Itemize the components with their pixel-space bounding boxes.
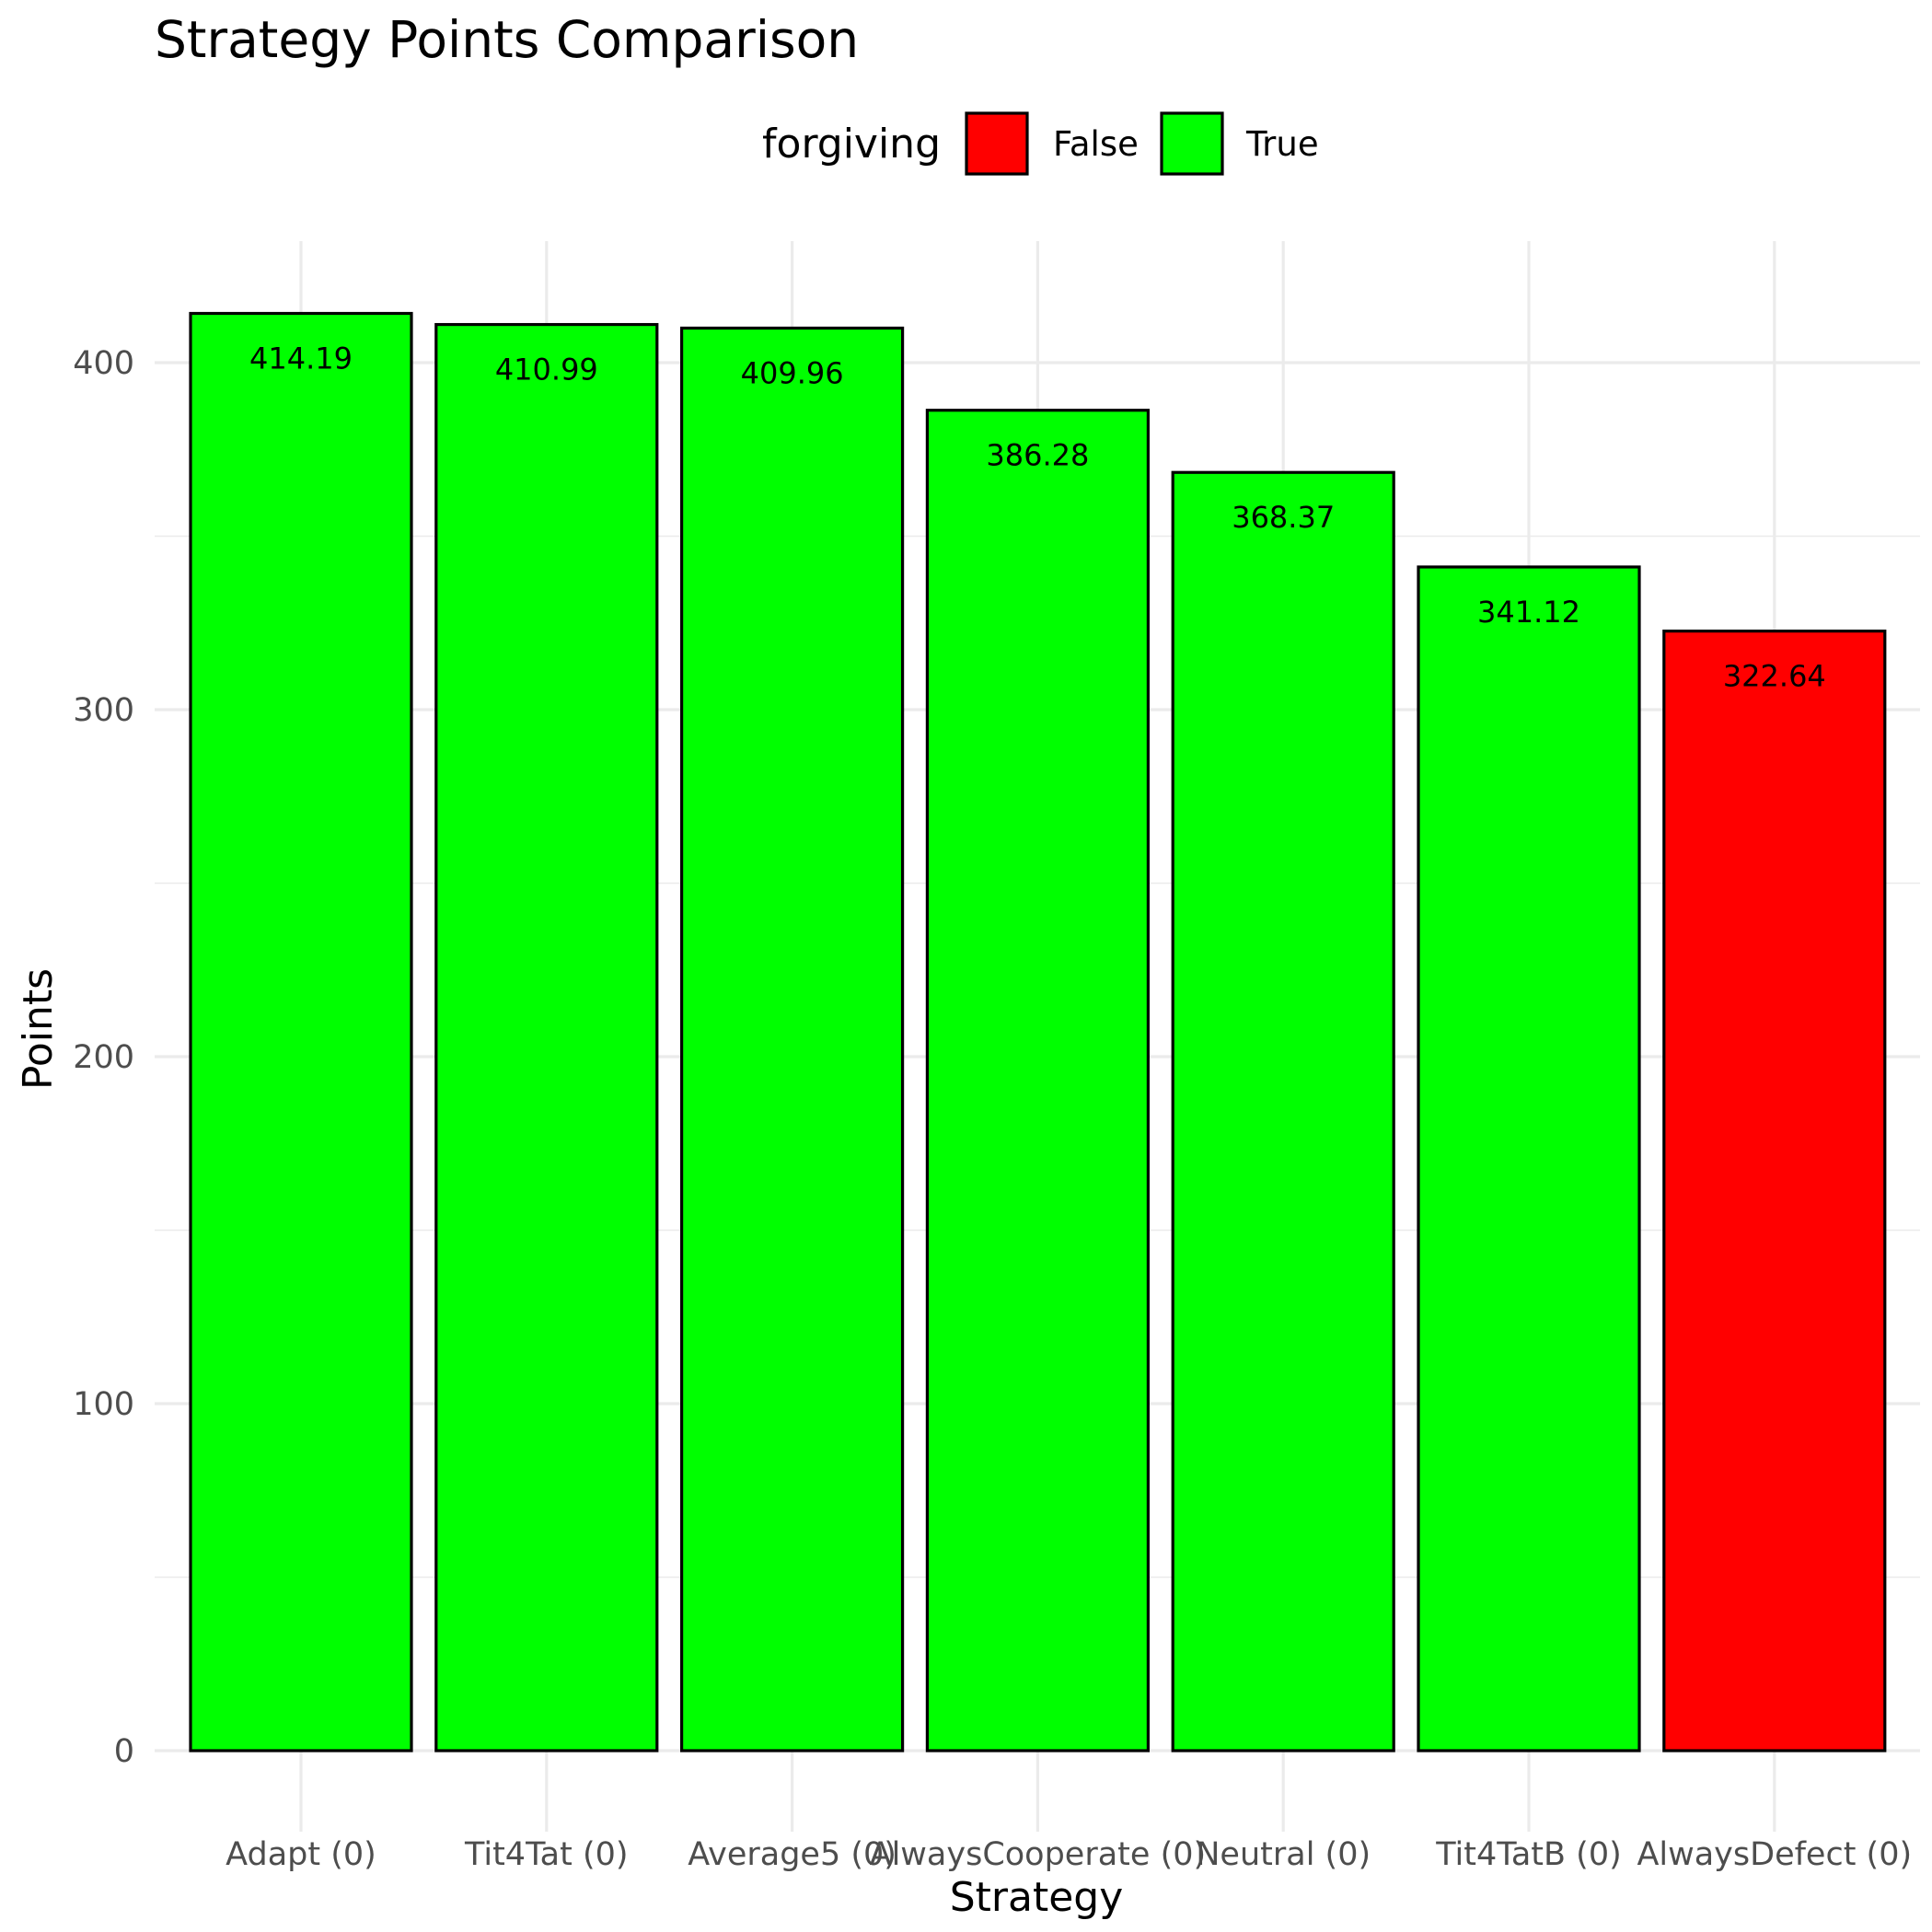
bar — [1662, 630, 1887, 1753]
bar — [679, 326, 905, 1753]
legend-key — [965, 111, 1029, 176]
bar-value-label: 386.28 — [986, 438, 1089, 473]
y-tick-label: 200 — [73, 1039, 134, 1076]
legend: forgiving False True — [762, 111, 1319, 176]
x-tick-label: Tit4Tat (0) — [464, 1836, 628, 1873]
chart-title: Strategy Points Comparison — [155, 10, 859, 69]
bar-value-label: 368.37 — [1232, 500, 1335, 535]
x-tick-label: AlwaysCooperate (0) — [870, 1836, 1207, 1873]
bar — [189, 311, 413, 1753]
x-tick-label: Average5 (0) — [688, 1836, 897, 1873]
y-tick-label: 400 — [73, 345, 134, 382]
x-tick-label: Tit4TatB (0) — [1435, 1836, 1622, 1873]
bar — [925, 409, 1151, 1753]
bar-value-label: 409.96 — [741, 355, 844, 390]
x-tick-label: Adapt (0) — [226, 1836, 376, 1873]
bar-value-label: 414.19 — [249, 341, 353, 376]
bar — [1171, 470, 1395, 1753]
bars — [189, 311, 1887, 1753]
y-tick-label: 100 — [73, 1386, 134, 1423]
y-axis-ticks: 0 100 200 300 400 — [73, 345, 134, 1770]
data-labels: 414.19 410.99 409.96 386.28 368.37 341.12 322.… — [249, 341, 1826, 694]
y-axis-title: Points — [15, 968, 62, 1090]
x-axis-title: Strategy — [950, 1874, 1124, 1921]
x-tick-label: Neutral (0) — [1196, 1836, 1371, 1873]
x-tick-label: AlwaysDefect (0) — [1637, 1836, 1912, 1873]
bar-value-label: 341.12 — [1477, 595, 1580, 630]
y-tick-label: 300 — [73, 692, 134, 729]
bar-value-label: 322.64 — [1723, 659, 1826, 694]
legend-title: forgiving — [762, 121, 941, 168]
bar-value-label: 410.99 — [495, 353, 598, 388]
x-axis-ticks: Adapt (0) Tit4Tat (0) Average5 (0)AlwaysCo… — [226, 1836, 1912, 1873]
legend-label: False — [1053, 124, 1139, 164]
y-tick-label: 0 — [114, 1733, 134, 1770]
bar — [434, 322, 659, 1753]
legend-key — [1160, 111, 1224, 176]
legend-label: True — [1245, 124, 1319, 164]
bar — [1417, 565, 1641, 1753]
